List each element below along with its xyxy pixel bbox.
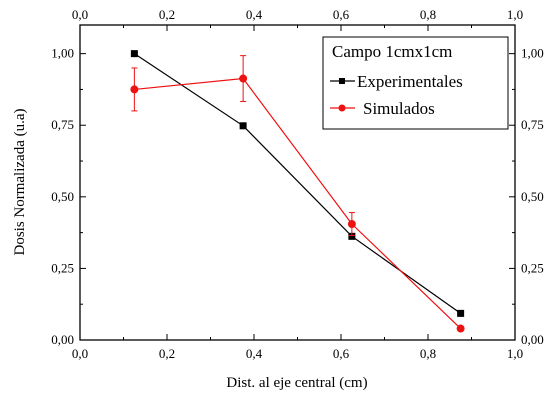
legend-marker-experimentales (339, 78, 345, 84)
axis-tick-labels: 0,00,00,20,20,40,40,60,60,80,81,01,00,00… (51, 7, 544, 361)
data-point-simulados (347, 220, 356, 229)
x-tick-label-bottom: 0,4 (246, 346, 263, 361)
series-layer (130, 50, 465, 333)
series-line-experimentales (134, 53, 461, 314)
x-axis-title: Dist. al eje central (cm) (226, 375, 367, 391)
data-point-experimentales (130, 50, 138, 58)
legend-label-experimentales: Experimentales (357, 72, 463, 91)
y-tick-label-left: 0,25 (51, 260, 74, 275)
legend: Campo 1cmx1cm Experimentales Simulados (322, 36, 509, 130)
data-point-simulados (456, 324, 465, 333)
series-line-simulados (134, 77, 462, 329)
data-point-experimentales (348, 232, 356, 240)
data-point-experimentales (239, 122, 247, 130)
y-tick-label-left: 0,50 (51, 189, 74, 204)
y-tick-label-left: 1,00 (51, 46, 74, 61)
axis-ticks (79, 25, 516, 341)
y-axis-title: Dosis Normalizada (u.a) (12, 108, 28, 255)
legend-box (322, 36, 509, 130)
data-point-experimentales (457, 309, 465, 317)
y-tick-label-right: 0,00 (521, 332, 544, 347)
legend-title: Campo 1cmx1cm (332, 42, 452, 61)
x-tick-label-top: 0,0 (72, 7, 88, 22)
y-tick-label-right: 0,50 (521, 189, 544, 204)
x-tick-label-top: 0,6 (333, 7, 350, 22)
legend-label-simulados: Simulados (363, 99, 435, 118)
x-tick-label-bottom: 1,0 (507, 346, 523, 361)
data-point-simulados (239, 74, 248, 83)
x-tick-label-top: 1,0 (507, 7, 523, 22)
legend-marker-simulados (338, 104, 346, 112)
x-tick-label-bottom: 0,2 (159, 346, 175, 361)
y-tick-label-right: 1,00 (521, 46, 544, 61)
x-tick-label-top: 0,8 (420, 7, 436, 22)
x-tick-label-top: 0,2 (159, 7, 175, 22)
y-tick-label-left: 0,00 (51, 332, 74, 347)
x-tick-label-bottom: 0,8 (420, 346, 436, 361)
x-tick-label-bottom: 0,0 (72, 346, 88, 361)
x-tick-label-bottom: 0,6 (333, 346, 350, 361)
y-tick-label-left: 0,75 (51, 117, 74, 132)
y-tick-label-right: 0,25 (521, 260, 544, 275)
y-tick-label-right: 0,75 (521, 117, 544, 132)
data-point-simulados (130, 85, 139, 94)
x-tick-label-top: 0,4 (246, 7, 263, 22)
